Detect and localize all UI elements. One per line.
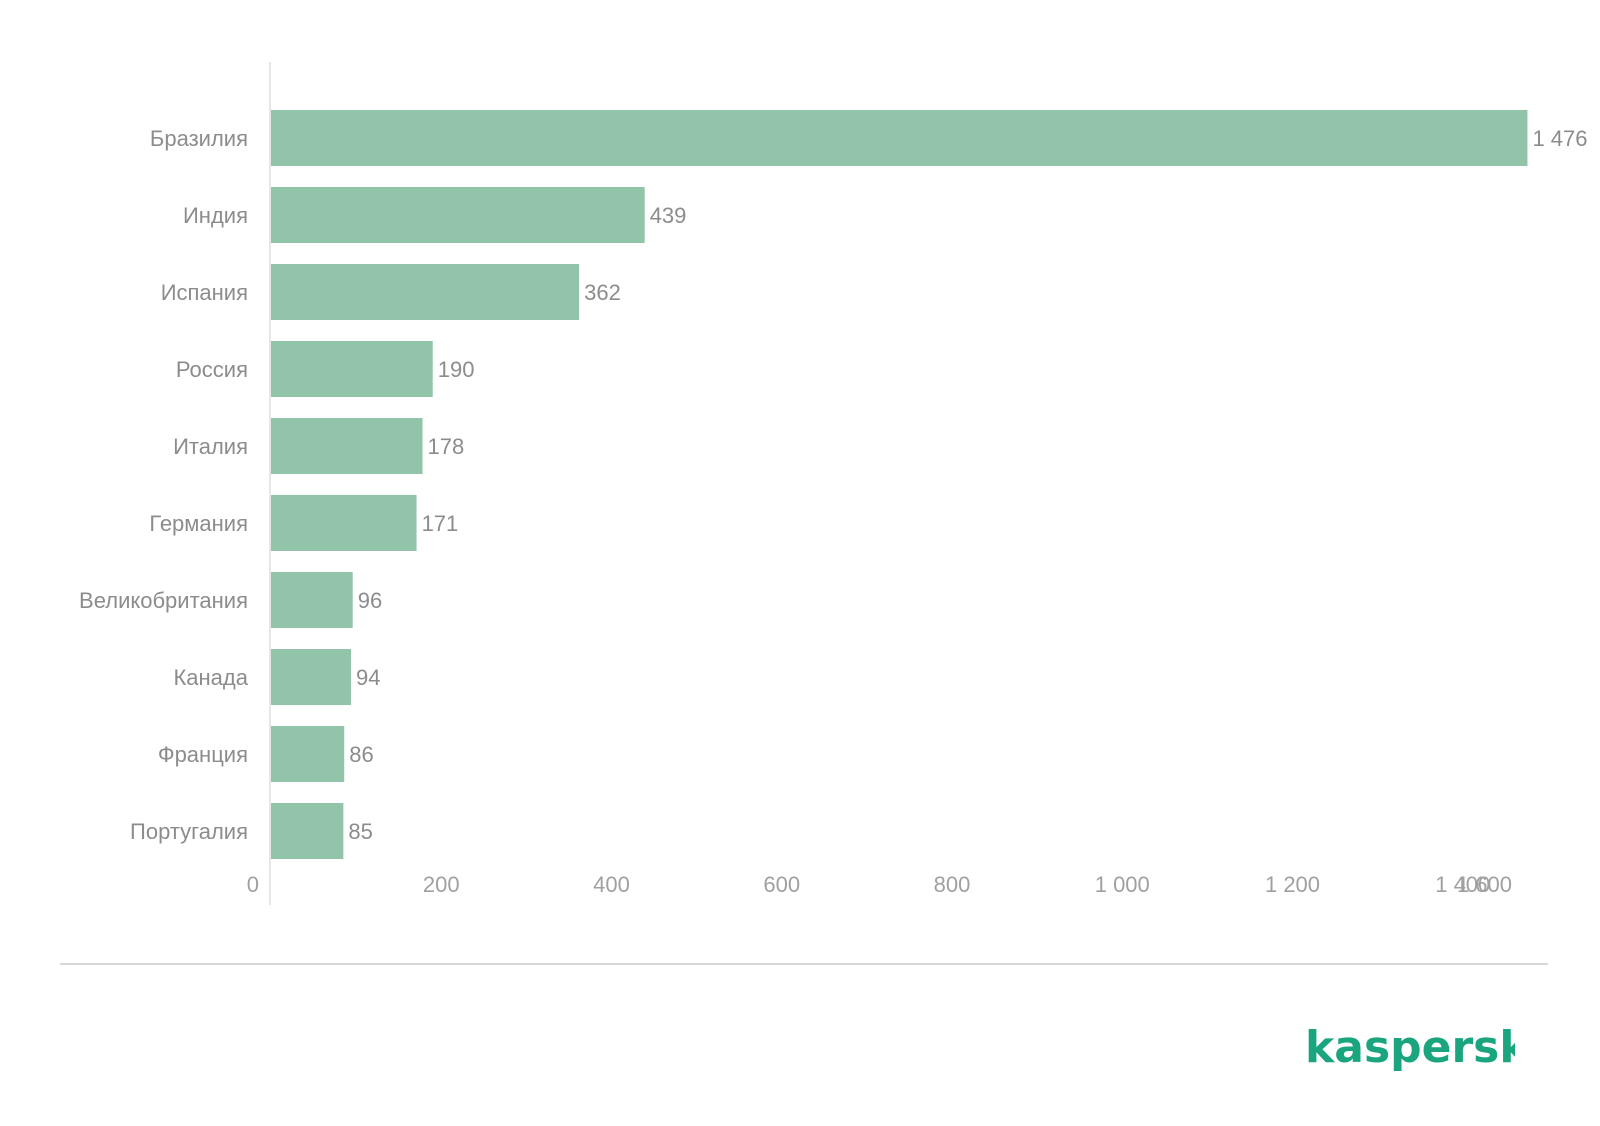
value-label: 86 [349, 742, 373, 767]
kaspersky-logo: kaspersky [1305, 1022, 1515, 1073]
x-tick-label: 1 400 [1435, 872, 1490, 897]
value-label: 439 [650, 203, 687, 228]
bar [271, 418, 423, 474]
category-label: Индия [183, 203, 248, 228]
category-label: Россия [176, 357, 248, 382]
bar [271, 803, 344, 859]
category-label: Италия [173, 434, 248, 459]
value-label: 94 [356, 665, 380, 690]
value-label: 171 [422, 511, 459, 536]
bar [271, 726, 345, 782]
category-label: Бразилия [150, 126, 248, 151]
category-label: Португалия [130, 819, 248, 844]
bar [271, 187, 645, 243]
x-tick-label: 400 [593, 872, 630, 897]
value-label: 362 [584, 280, 621, 305]
x-tick-label: 600 [763, 872, 800, 897]
bar [271, 495, 417, 551]
bar [271, 264, 580, 320]
value-label: 1 476 [1532, 126, 1587, 151]
category-label: Великобритания [79, 588, 248, 613]
value-label: 96 [358, 588, 382, 613]
bar [271, 110, 1528, 166]
value-label: 190 [438, 357, 475, 382]
category-label: Канада [173, 665, 248, 690]
x-tick-label: 200 [423, 872, 460, 897]
category-label: Испания [161, 280, 248, 305]
category-label: Франция [158, 742, 248, 767]
x-tick-label: 0 [247, 872, 259, 897]
x-tick-label: 1 000 [1095, 872, 1150, 897]
footer-divider [60, 963, 1548, 965]
bar [271, 572, 353, 628]
x-tick-label: 1 600 [1457, 872, 1512, 897]
category-label: Германия [149, 511, 248, 536]
logo-text: kaspersky [1305, 1022, 1515, 1073]
x-tick-label: 1 200 [1265, 872, 1320, 897]
bars-layer: Бразилия 1 476 Индия 439 Испания 362 Россия 190… [79, 110, 1588, 859]
value-label: 85 [348, 819, 372, 844]
bar [271, 649, 352, 705]
bar [271, 341, 433, 397]
x-tick-label: 800 [934, 872, 971, 897]
value-label: 178 [428, 434, 465, 459]
